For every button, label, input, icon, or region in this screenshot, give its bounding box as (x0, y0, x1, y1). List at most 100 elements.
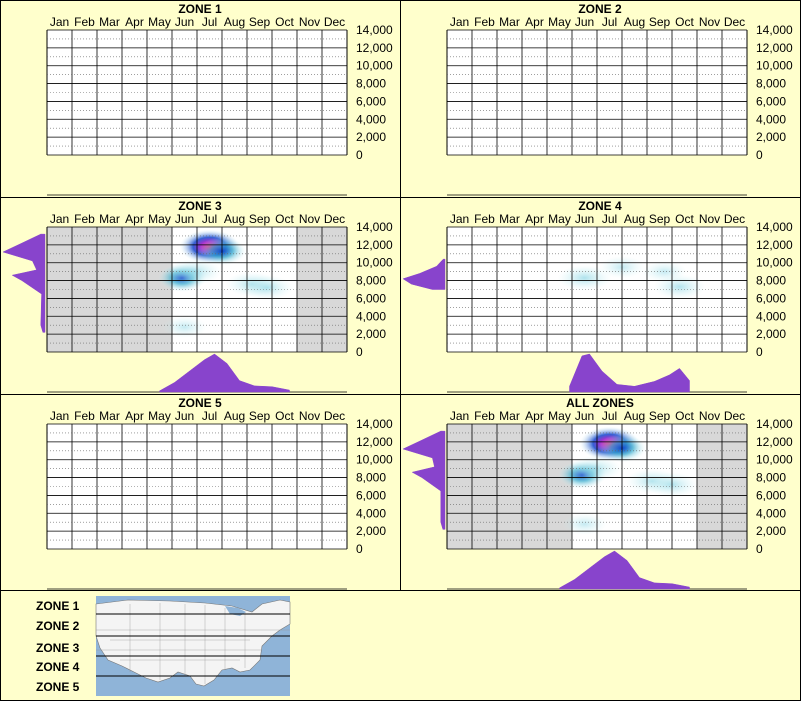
y-tick-label: 4,000 (356, 112, 386, 126)
month-label-feb: Feb (74, 15, 95, 29)
month-label-apr: Apr (525, 409, 544, 423)
month-label-feb: Feb (474, 212, 495, 226)
month-label-mar: Mar (99, 212, 120, 226)
y-tick-label: 12,000 (756, 435, 793, 449)
month-label-jul: Jul (602, 409, 617, 423)
month-label-aug: Aug (224, 212, 245, 226)
month-label-dec: Dec (724, 409, 745, 423)
month-label-dec: Dec (724, 15, 745, 29)
y-tick-label: 6,000 (756, 291, 786, 305)
chart-title: ZONE 4 (578, 199, 622, 213)
month-label-apr: Apr (525, 15, 544, 29)
chart-title: ALL ZONES (566, 396, 634, 410)
y-tick-label: 0 (356, 148, 363, 162)
month-label-aug: Aug (224, 15, 245, 29)
month-label-may: May (148, 212, 171, 226)
shaded-month-feb (72, 227, 97, 352)
y-tick-label: 0 (756, 345, 763, 359)
y-tick-label: 2,000 (756, 524, 786, 538)
y-tick-label: 6,000 (756, 488, 786, 502)
month-label-jan: Jan (50, 15, 69, 29)
y-tick-label: 4,000 (756, 112, 786, 126)
month-label-jul: Jul (602, 212, 617, 226)
month-label-oct: Oct (675, 15, 694, 29)
chart-title: ZONE 3 (178, 199, 222, 213)
chart-panel-zone-5: ZONE 5 Jan Feb Mar Apr May Jun Jul Aug Sep Oct Nov D… (0, 394, 401, 592)
y-tick-label: 4,000 (756, 309, 786, 323)
month-label-apr: Apr (525, 212, 544, 226)
month-label-nov: Nov (299, 212, 320, 226)
chart-panel-zone-4: ZONE 4 Jan Feb Mar Apr May Jun Jul Aug Sep Oct Nov D… (400, 197, 801, 395)
shaded-month-dec (322, 227, 347, 352)
shaded-month-dec (722, 424, 747, 549)
y-tick-label: 14,000 (756, 23, 793, 37)
elevation-density-curve (402, 258, 446, 290)
y-tick-label: 12,000 (756, 238, 793, 252)
elevation-density-curve (402, 430, 446, 530)
y-tick-label: 2,000 (756, 327, 786, 341)
y-tick-label: 8,000 (356, 274, 386, 288)
month-label-jun: Jun (175, 212, 194, 226)
shaded-month-nov (297, 227, 322, 352)
month-label-oct: Oct (275, 15, 294, 29)
month-label-dec: Dec (324, 409, 345, 423)
chart-title: ZONE 1 (178, 2, 222, 16)
y-tick-label: 10,000 (756, 453, 793, 467)
y-tick-label: 10,000 (756, 256, 793, 270)
month-label-feb: Feb (74, 212, 95, 226)
y-tick-label: 2,000 (356, 327, 386, 341)
month-label-jun: Jun (575, 15, 594, 29)
month-label-mar: Mar (99, 409, 120, 423)
month-label-oct: Oct (675, 409, 694, 423)
month-label-nov: Nov (299, 409, 320, 423)
us-map-zones-icon (95, 596, 291, 696)
legend-label-zone-1: ZONE 1 (36, 599, 80, 613)
month-label-may: May (148, 15, 171, 29)
month-label-sep: Sep (249, 15, 271, 29)
month-label-feb: Feb (74, 409, 95, 423)
y-tick-label: 0 (356, 345, 363, 359)
month-label-jan: Jan (450, 212, 469, 226)
y-tick-label: 12,000 (356, 238, 393, 252)
y-tick-label: 12,000 (356, 435, 393, 449)
y-tick-label: 10,000 (356, 453, 393, 467)
legend-panel: ZONE 1 ZONE 2 ZONE 3 ZONE 4 ZONE 5 (0, 590, 801, 701)
month-density-curve (569, 353, 690, 393)
y-tick-label: 10,000 (356, 59, 393, 73)
month-label-mar: Mar (499, 212, 520, 226)
heat-spot-6 (162, 316, 207, 338)
y-tick-label: 0 (756, 542, 763, 556)
y-tick-label: 8,000 (356, 77, 386, 91)
month-label-sep: Sep (649, 15, 671, 29)
month-label-sep: Sep (649, 212, 671, 226)
chart-panel-zone-3: ZONE 3 Jan Feb Mar Apr May Jun Jul Aug Sep Oct Nov D… (0, 197, 401, 395)
month-label-apr: Apr (125, 15, 144, 29)
y-tick-label: 10,000 (756, 59, 793, 73)
month-label-apr: Apr (125, 212, 144, 226)
y-tick-label: 8,000 (756, 471, 786, 485)
y-tick-label: 10,000 (356, 256, 393, 270)
shaded-month-feb (472, 424, 497, 549)
month-label-mar: Mar (499, 15, 520, 29)
y-tick-label: 14,000 (756, 220, 793, 234)
month-label-sep: Sep (249, 212, 271, 226)
month-label-jun: Jun (575, 212, 594, 226)
month-label-jan: Jan (450, 409, 469, 423)
month-density-curve (159, 353, 290, 393)
y-tick-label: 12,000 (356, 41, 393, 55)
month-label-nov: Nov (299, 15, 320, 29)
month-label-feb: Feb (474, 15, 495, 29)
y-tick-label: 4,000 (356, 506, 386, 520)
month-label-jan: Jan (50, 409, 69, 423)
month-label-sep: Sep (249, 409, 271, 423)
elevation-density-curve (2, 233, 46, 333)
legend-label-zone-4: ZONE 4 (36, 660, 80, 674)
month-label-dec: Dec (324, 212, 345, 226)
month-label-jul: Jul (602, 15, 617, 29)
y-tick-label: 8,000 (356, 471, 386, 485)
month-label-aug: Aug (624, 212, 645, 226)
y-tick-label: 2,000 (356, 130, 386, 144)
chart-title: ZONE 5 (178, 396, 222, 410)
month-label-oct: Oct (675, 212, 694, 226)
